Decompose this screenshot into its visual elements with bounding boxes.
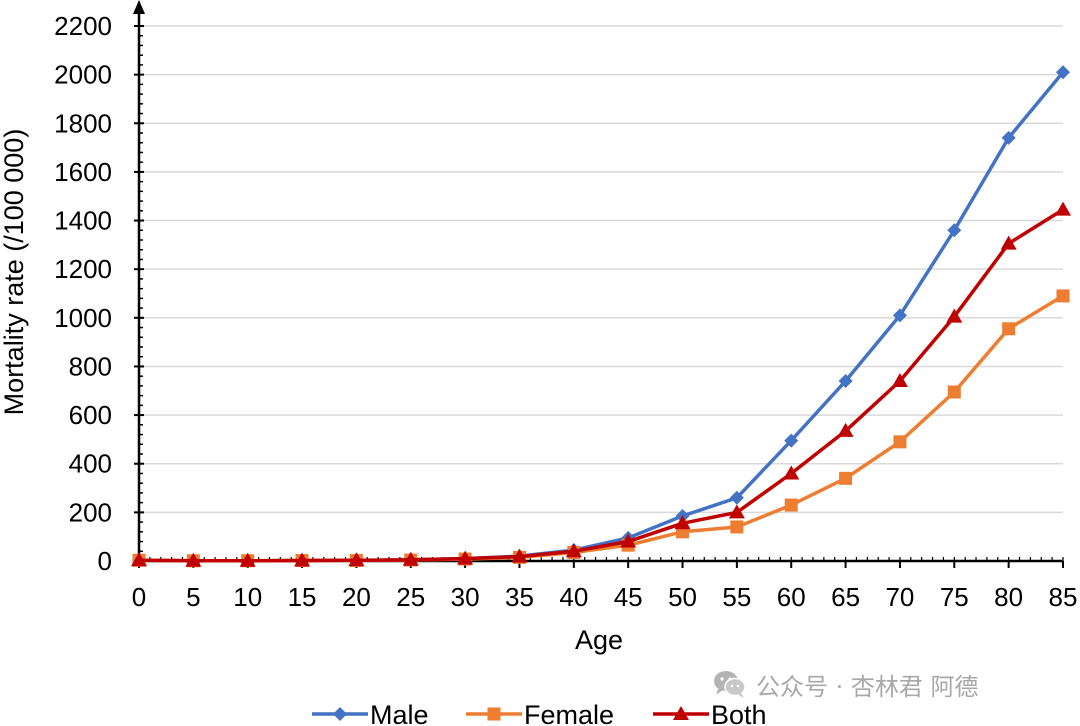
female-point bbox=[730, 520, 744, 534]
y-tick-label: 800 bbox=[69, 351, 112, 381]
female-point bbox=[1002, 322, 1016, 336]
x-tick-label: 65 bbox=[831, 582, 860, 612]
legend-label: Both bbox=[711, 700, 767, 726]
y-tick-label: 2000 bbox=[54, 60, 112, 90]
series-male bbox=[132, 65, 1070, 568]
both-point bbox=[946, 308, 963, 323]
legend-item-male: Male bbox=[312, 700, 429, 726]
x-tick-label: 25 bbox=[396, 582, 425, 612]
legend-label: Male bbox=[370, 700, 429, 726]
male-point bbox=[947, 223, 962, 238]
male-point bbox=[729, 490, 744, 505]
y-axis-title: Mortality rate (/100 000) bbox=[0, 129, 29, 416]
male-point bbox=[1056, 65, 1070, 80]
y-tick-label: 0 bbox=[98, 546, 112, 576]
x-tick-label: 55 bbox=[722, 582, 751, 612]
y-tick-label: 1400 bbox=[54, 206, 112, 236]
legend-marker bbox=[333, 707, 347, 721]
female-point bbox=[947, 385, 961, 399]
legend-item-female: Female bbox=[466, 700, 614, 726]
male-point bbox=[838, 374, 853, 389]
x-tick-label: 50 bbox=[668, 582, 697, 612]
x-tick-label: 30 bbox=[451, 582, 480, 612]
x-tick-label: 10 bbox=[233, 582, 262, 612]
both-point bbox=[565, 543, 582, 558]
male-line bbox=[138, 71, 1065, 563]
x-axis-title: Age bbox=[575, 625, 623, 655]
legend-item-both: Both bbox=[653, 700, 767, 726]
both-point bbox=[239, 552, 256, 567]
x-tick-label: 40 bbox=[559, 582, 588, 612]
watermark-text: 公众号 · 杏林君 阿德 bbox=[756, 672, 979, 701]
both-point bbox=[511, 548, 528, 563]
male-point bbox=[892, 308, 907, 323]
both-point bbox=[891, 373, 908, 388]
both-point bbox=[185, 552, 202, 567]
x-tick-label: 35 bbox=[505, 582, 534, 612]
both-point bbox=[294, 552, 311, 567]
both-point bbox=[620, 533, 637, 548]
y-axis-ticks: 0 200 400 600 800 1000 1200 1400 1600 1800 2000 220… bbox=[54, 11, 144, 576]
male-point bbox=[1001, 130, 1016, 145]
both-line bbox=[138, 208, 1064, 563]
x-tick-label: 45 bbox=[614, 582, 643, 612]
both-point bbox=[131, 552, 147, 567]
legend-marker bbox=[487, 707, 501, 721]
series-female bbox=[132, 289, 1070, 568]
x-tick-label: 75 bbox=[940, 582, 969, 612]
both-point bbox=[674, 515, 691, 530]
y-tick-label: 400 bbox=[69, 449, 112, 479]
both-point bbox=[402, 551, 419, 566]
male-point bbox=[784, 433, 799, 448]
x-tick-label: 60 bbox=[777, 582, 806, 612]
y-tick-label: 1800 bbox=[54, 108, 112, 138]
both-point bbox=[1055, 201, 1071, 216]
legend-label: Female bbox=[524, 700, 614, 726]
x-tick-label: 70 bbox=[885, 582, 914, 612]
y-tick-label: 1200 bbox=[54, 254, 112, 284]
gridlines bbox=[139, 25, 1063, 514]
female-line bbox=[138, 294, 1064, 563]
x-tick-label: 80 bbox=[994, 582, 1023, 612]
female-point bbox=[839, 471, 853, 485]
both-point bbox=[1000, 235, 1017, 250]
both-point bbox=[837, 422, 854, 437]
x-axis-ticks: 0 5 10 15 20 25 30 35 40 45 50 55 60 65 70 75 80 85 bbox=[132, 557, 1078, 612]
x-tick-label: 0 bbox=[132, 582, 146, 612]
watermark: 公众号 · 杏林君 阿德 bbox=[712, 666, 979, 702]
both-point bbox=[783, 465, 800, 480]
y-tick-label: 200 bbox=[69, 497, 112, 527]
female-point bbox=[784, 498, 798, 512]
y-tick-label: 2200 bbox=[54, 11, 112, 41]
both-point bbox=[348, 552, 365, 567]
series-both bbox=[131, 201, 1071, 567]
female-point bbox=[893, 435, 907, 449]
wechat-icon bbox=[714, 671, 746, 698]
legend: Male Female Both bbox=[312, 700, 767, 726]
series-group bbox=[131, 65, 1071, 568]
x-tick-label: 20 bbox=[342, 582, 371, 612]
female-point bbox=[1056, 289, 1070, 303]
both-point bbox=[457, 550, 474, 565]
y-tick-label: 1600 bbox=[54, 157, 112, 187]
y-tick-label: 600 bbox=[69, 400, 112, 430]
both-point bbox=[728, 504, 745, 519]
y-axis-arrow bbox=[133, 0, 145, 14]
x-tick-label: 85 bbox=[1049, 582, 1078, 612]
x-tick-label: 5 bbox=[186, 582, 200, 612]
x-tick-label: 15 bbox=[288, 582, 317, 612]
y-tick-label: 1000 bbox=[54, 303, 112, 333]
legend-marker bbox=[673, 706, 689, 720]
